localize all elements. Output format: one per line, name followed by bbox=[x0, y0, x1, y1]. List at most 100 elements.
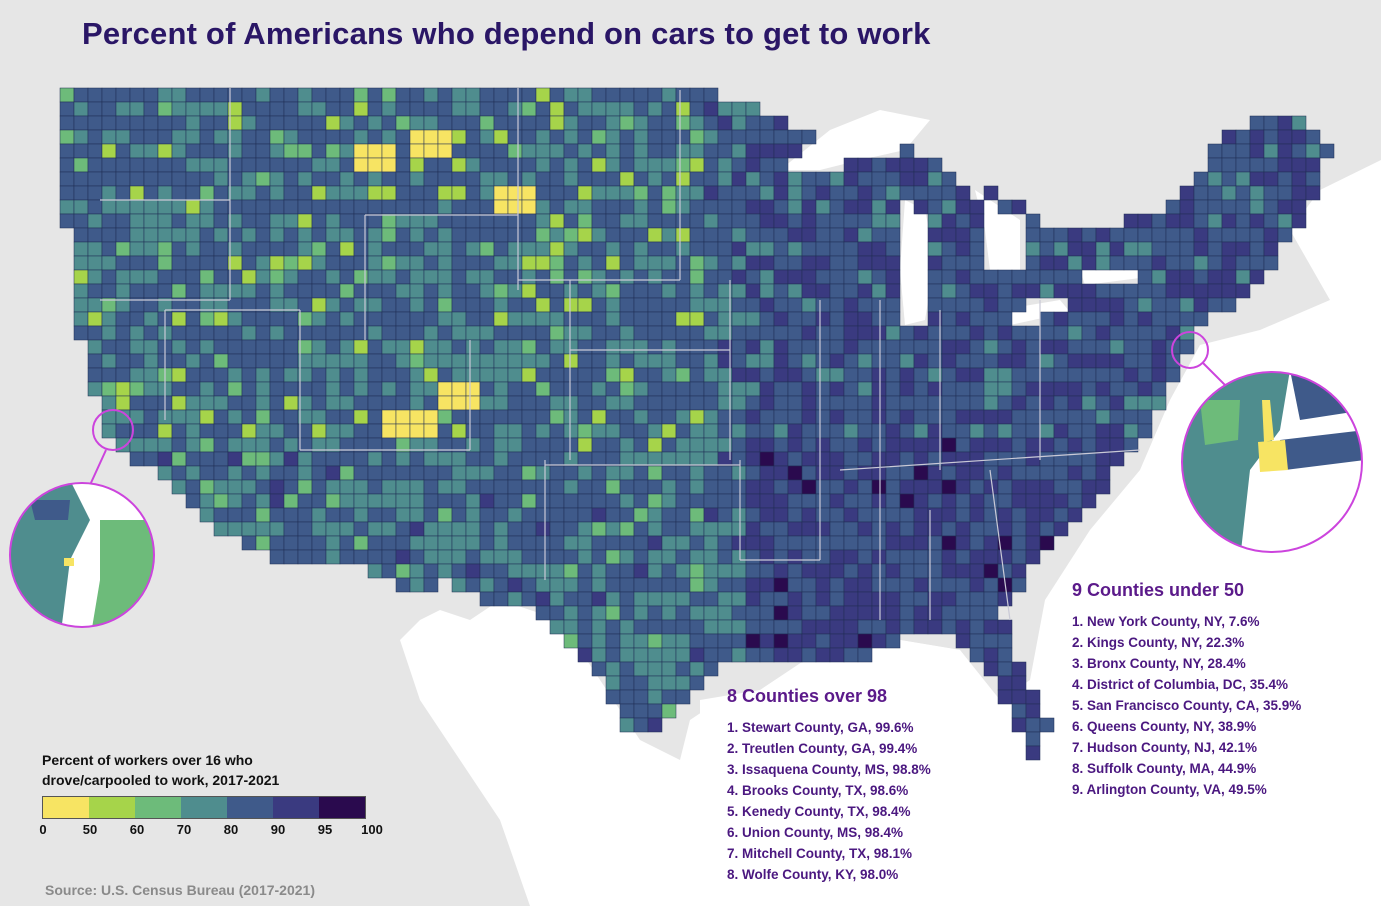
county-tile bbox=[101, 311, 117, 327]
county-tile bbox=[885, 353, 901, 369]
county-tile bbox=[1207, 143, 1223, 159]
county-tile bbox=[941, 367, 957, 383]
county-tile bbox=[241, 479, 257, 495]
county-tile bbox=[955, 353, 971, 369]
county-tile bbox=[997, 479, 1013, 495]
county-tile bbox=[1025, 255, 1041, 271]
county-tile bbox=[451, 381, 467, 397]
county-tile bbox=[801, 409, 817, 425]
county-tile bbox=[1039, 717, 1055, 733]
county-tile bbox=[969, 269, 985, 285]
county-tile bbox=[941, 199, 957, 215]
county-tile bbox=[423, 395, 439, 411]
county-tile bbox=[493, 185, 509, 201]
county-tile bbox=[913, 465, 929, 481]
county-tile bbox=[619, 535, 635, 551]
county-tile bbox=[591, 283, 607, 299]
county-tile bbox=[1053, 479, 1069, 495]
county-tile bbox=[745, 535, 761, 551]
county-tile bbox=[913, 437, 929, 453]
county-tile bbox=[535, 409, 551, 425]
county-tile bbox=[59, 101, 75, 117]
county-tile bbox=[353, 353, 369, 369]
county-tile bbox=[549, 437, 565, 453]
county-tile bbox=[143, 325, 159, 341]
county-tile bbox=[563, 577, 579, 593]
county-tile bbox=[479, 143, 495, 159]
county-tile bbox=[465, 563, 481, 579]
county-tile bbox=[1025, 465, 1041, 481]
county-tile bbox=[983, 661, 999, 677]
county-tile bbox=[493, 521, 509, 537]
county-tile bbox=[423, 143, 439, 159]
county-tile bbox=[1207, 283, 1223, 299]
county-tile bbox=[521, 241, 537, 257]
county-tile bbox=[101, 423, 117, 439]
county-tile bbox=[661, 549, 677, 565]
county-tile bbox=[465, 423, 481, 439]
county-tile bbox=[409, 199, 425, 215]
county-tile bbox=[339, 521, 355, 537]
county-tile bbox=[759, 381, 775, 397]
county-tile bbox=[591, 577, 607, 593]
county-tile bbox=[465, 339, 481, 355]
county-tile bbox=[185, 87, 201, 103]
county-tile bbox=[1109, 409, 1125, 425]
county-tile bbox=[997, 325, 1013, 341]
county-tile bbox=[773, 325, 789, 341]
county-tile bbox=[339, 409, 355, 425]
county-tile bbox=[857, 591, 873, 607]
county-tile bbox=[801, 227, 817, 243]
county-tile bbox=[787, 171, 803, 187]
county-tile bbox=[675, 577, 691, 593]
county-tile bbox=[213, 311, 229, 327]
county-tile bbox=[353, 255, 369, 271]
county-tile bbox=[619, 101, 635, 117]
county-tile bbox=[619, 353, 635, 369]
county-tile bbox=[255, 381, 271, 397]
county-tile bbox=[241, 283, 257, 299]
county-tile bbox=[815, 269, 831, 285]
county-tile bbox=[773, 283, 789, 299]
county-tile bbox=[1025, 535, 1041, 551]
county-tile bbox=[577, 115, 593, 131]
county-tile bbox=[689, 479, 705, 495]
county-tile bbox=[311, 297, 327, 313]
county-tile bbox=[675, 507, 691, 523]
county-tile bbox=[1011, 577, 1027, 593]
county-tile bbox=[703, 241, 719, 257]
county-tile bbox=[381, 381, 397, 397]
county-tile bbox=[1193, 269, 1209, 285]
county-tile bbox=[941, 185, 957, 201]
county-tile bbox=[689, 101, 705, 117]
county-tile bbox=[465, 241, 481, 257]
county-tile bbox=[115, 87, 131, 103]
county-tile bbox=[1165, 297, 1181, 313]
county-tile bbox=[185, 115, 201, 131]
county-tile bbox=[871, 479, 887, 495]
county-tile bbox=[801, 199, 817, 215]
county-tile bbox=[423, 115, 439, 131]
county-tile bbox=[759, 199, 775, 215]
county-tile bbox=[815, 171, 831, 187]
county-tile bbox=[689, 549, 705, 565]
county-tile bbox=[339, 479, 355, 495]
county-tile bbox=[269, 213, 285, 229]
county-tile bbox=[913, 493, 929, 509]
county-tile bbox=[1165, 199, 1181, 215]
county-tile bbox=[101, 199, 117, 215]
county-tile bbox=[479, 451, 495, 467]
county-tile bbox=[227, 493, 243, 509]
county-tile bbox=[1039, 367, 1055, 383]
county-tile bbox=[1109, 395, 1125, 411]
county-tile bbox=[1109, 437, 1125, 453]
county-tile bbox=[255, 479, 271, 495]
county-tile bbox=[605, 577, 621, 593]
county-tile bbox=[843, 465, 859, 481]
county-tile bbox=[829, 325, 845, 341]
county-tile bbox=[913, 185, 929, 201]
county-tile bbox=[689, 619, 705, 635]
county-tile bbox=[507, 535, 523, 551]
county-tile bbox=[675, 255, 691, 271]
county-tile bbox=[605, 157, 621, 173]
